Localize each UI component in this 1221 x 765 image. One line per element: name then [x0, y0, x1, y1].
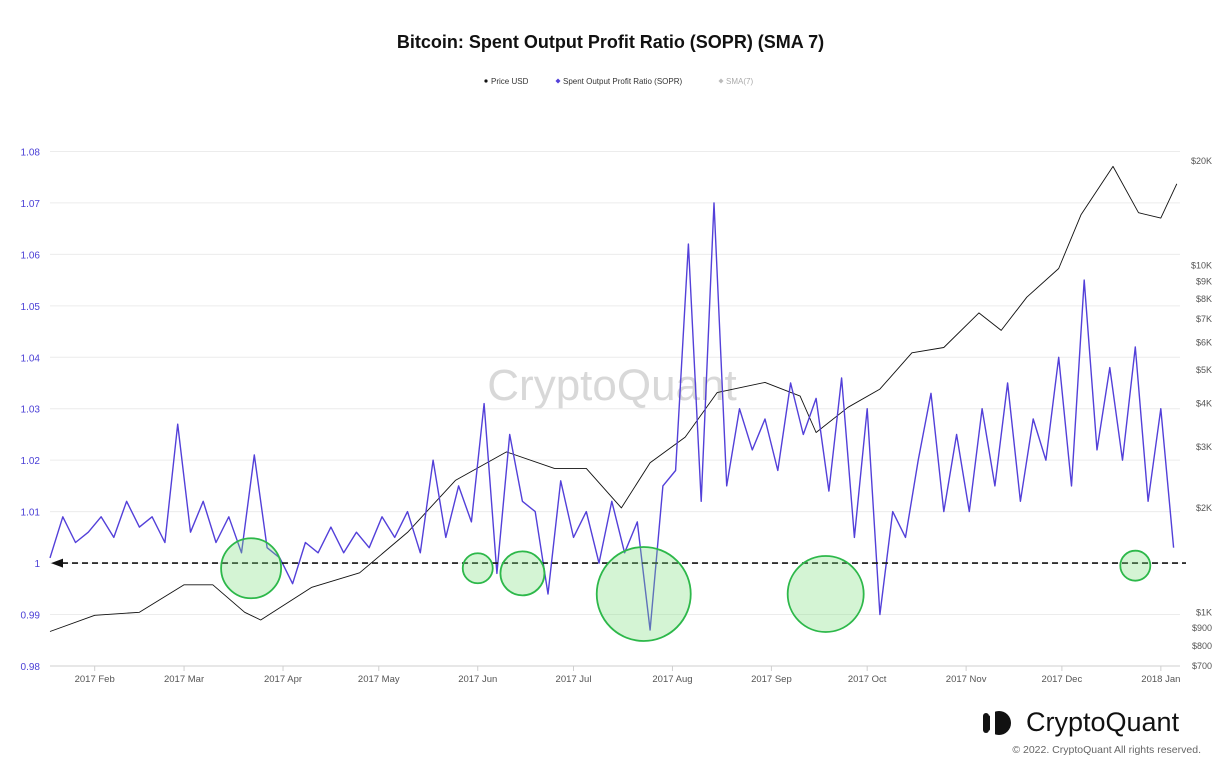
- reference-line: [51, 558, 1186, 568]
- legend-label: Spent Output Profit Ratio (SOPR): [563, 77, 682, 86]
- x-tick-label: 2017 Oct: [848, 674, 887, 685]
- x-tick-label: 2017 Dec: [1042, 674, 1083, 685]
- right-tick-label: $9K: [1196, 276, 1212, 286]
- left-tick-label: 1.05: [21, 302, 41, 313]
- x-tick-label: 2017 Mar: [164, 674, 204, 685]
- legend-marker: [718, 78, 724, 84]
- highlight-circle: [461, 552, 494, 585]
- right-tick-label: $4K: [1196, 398, 1212, 408]
- right-tick-label: $700: [1192, 661, 1212, 671]
- legend-label: Price USD: [491, 77, 529, 86]
- legend-label: SMA(7): [726, 77, 753, 86]
- highlight-circle: [1119, 549, 1152, 582]
- left-tick-label: 0.99: [21, 611, 41, 622]
- brand: CryptoQuant: [978, 707, 1179, 738]
- right-tick-label: $3K: [1196, 442, 1212, 452]
- highlight-circle: [499, 550, 546, 597]
- right-tick-label: $8K: [1196, 294, 1212, 304]
- watermark: CryptoQuant: [487, 361, 736, 410]
- right-tick-label: $5K: [1196, 365, 1212, 375]
- x-tick-label: 2017 Jul: [556, 674, 592, 685]
- x-tick-label: 2018 Jan: [1141, 674, 1180, 685]
- x-tick-label: 2017 Feb: [75, 674, 115, 685]
- left-tick-label: 0.98: [21, 662, 41, 673]
- x-axis: 2017 Feb 2017 Mar 2017 Apr 2017 May 2017 Jun…: [75, 666, 1180, 685]
- x-tick-label: 2017 Jun: [458, 674, 497, 685]
- right-tick-label: $7K: [1196, 314, 1212, 324]
- highlight-circle: [595, 546, 692, 642]
- brand-name: CryptoQuant: [1026, 707, 1180, 737]
- left-tick-label: 1.06: [21, 250, 41, 261]
- legend-marker: [484, 79, 488, 83]
- right-tick-label: $2K: [1196, 503, 1212, 513]
- legend: Price USD Spent Output Profit Ratio (SOPR…: [484, 77, 753, 86]
- left-tick-label: 1: [34, 559, 40, 570]
- right-tick-label: $800: [1192, 641, 1212, 651]
- right-tick-label: $20K: [1191, 156, 1212, 166]
- x-tick-label: 2017 Aug: [652, 674, 692, 685]
- left-tick-label: 1.01: [21, 508, 41, 519]
- highlight-circle: [786, 555, 865, 633]
- price-line: [49, 165, 1178, 632]
- x-tick-label: 2017 Sep: [751, 674, 792, 685]
- highlight-circle: [220, 537, 283, 600]
- right-axis: $700 $800 $900 $1K $2K $3K $4K $5K $6K $7K $8K $9K $…: [1191, 156, 1212, 671]
- right-tick-label: $10K: [1191, 260, 1212, 270]
- right-tick-label: $1K: [1196, 607, 1212, 617]
- chart-title: Bitcoin: Spent Output Profit Ratio (SOPR…: [396, 32, 825, 52]
- copyright: © 2022. CryptoQuant All rights reserved.: [1012, 744, 1201, 756]
- x-tick-label: 2017 Nov: [946, 674, 987, 685]
- highlight-circles: [220, 537, 1152, 642]
- right-tick-label: $6K: [1196, 337, 1212, 347]
- left-tick-label: 1.08: [21, 147, 41, 158]
- x-tick-label: 2017 May: [358, 674, 400, 685]
- price-series: [49, 165, 1178, 632]
- x-tick-label: 2017 Apr: [264, 674, 302, 685]
- reference-arrow-icon: [51, 558, 63, 568]
- legend-marker: [555, 78, 561, 84]
- left-tick-label: 1.02: [21, 456, 41, 467]
- left-tick-label: 1.04: [21, 353, 41, 364]
- left-axis: 0.98 0.99 1 1.01 1.02 1.03 1.04 1.05 1.06 1.07 1.0…: [21, 147, 41, 673]
- left-tick-label: 1.07: [21, 199, 41, 210]
- right-tick-label: $900: [1192, 623, 1212, 633]
- left-tick-label: 1.03: [21, 405, 41, 416]
- cryptoquant-logo-icon: [978, 709, 1018, 737]
